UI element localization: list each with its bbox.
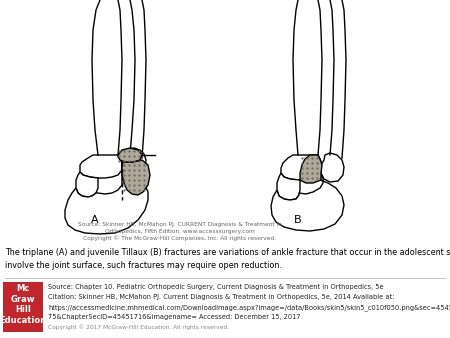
Text: Mc
Graw
Hill
Education: Mc Graw Hill Education bbox=[0, 284, 46, 325]
Polygon shape bbox=[271, 171, 344, 231]
Text: The triplane (A) and juvenile Tillaux (B) fractures are variations of ankle frac: The triplane (A) and juvenile Tillaux (B… bbox=[5, 248, 450, 269]
Text: Source: Skinner HB, McMahon PJ. CURRENT Diagnosis & Treatment in
Orthopedics, Fi: Source: Skinner HB, McMahon PJ. CURRENT … bbox=[78, 222, 282, 241]
Text: Source: Chapter 10. Pediatric Orthopedic Surgery, Current Diagnosis & Treatment : Source: Chapter 10. Pediatric Orthopedic… bbox=[48, 284, 383, 290]
Polygon shape bbox=[277, 173, 300, 200]
Polygon shape bbox=[122, 160, 150, 195]
Polygon shape bbox=[281, 155, 323, 180]
Text: Citation: Skinner HB, McMahon PJ. Current Diagnosis & Treatment in Orthopedics, : Citation: Skinner HB, McMahon PJ. Curren… bbox=[48, 294, 394, 300]
Polygon shape bbox=[76, 172, 98, 197]
Polygon shape bbox=[321, 153, 344, 182]
Polygon shape bbox=[118, 148, 142, 162]
Text: A: A bbox=[91, 215, 99, 225]
Polygon shape bbox=[122, 148, 146, 177]
Text: Copyright © 2017 McGraw-Hill Education. All rights reserved.: Copyright © 2017 McGraw-Hill Education. … bbox=[48, 324, 229, 330]
Bar bbox=[3, 282, 43, 332]
Polygon shape bbox=[80, 155, 122, 178]
Polygon shape bbox=[300, 155, 322, 183]
Text: https://accessmedicine.mhmedical.com/Downloadimage.aspx?image=/data/Books/skin5/: https://accessmedicine.mhmedical.com/Dow… bbox=[48, 304, 450, 311]
Text: B: B bbox=[294, 215, 302, 225]
Text: 75&ChapterSecID=45451716&imagename= Accessed: December 15, 2017: 75&ChapterSecID=45451716&imagename= Acce… bbox=[48, 314, 301, 320]
Polygon shape bbox=[65, 170, 148, 234]
